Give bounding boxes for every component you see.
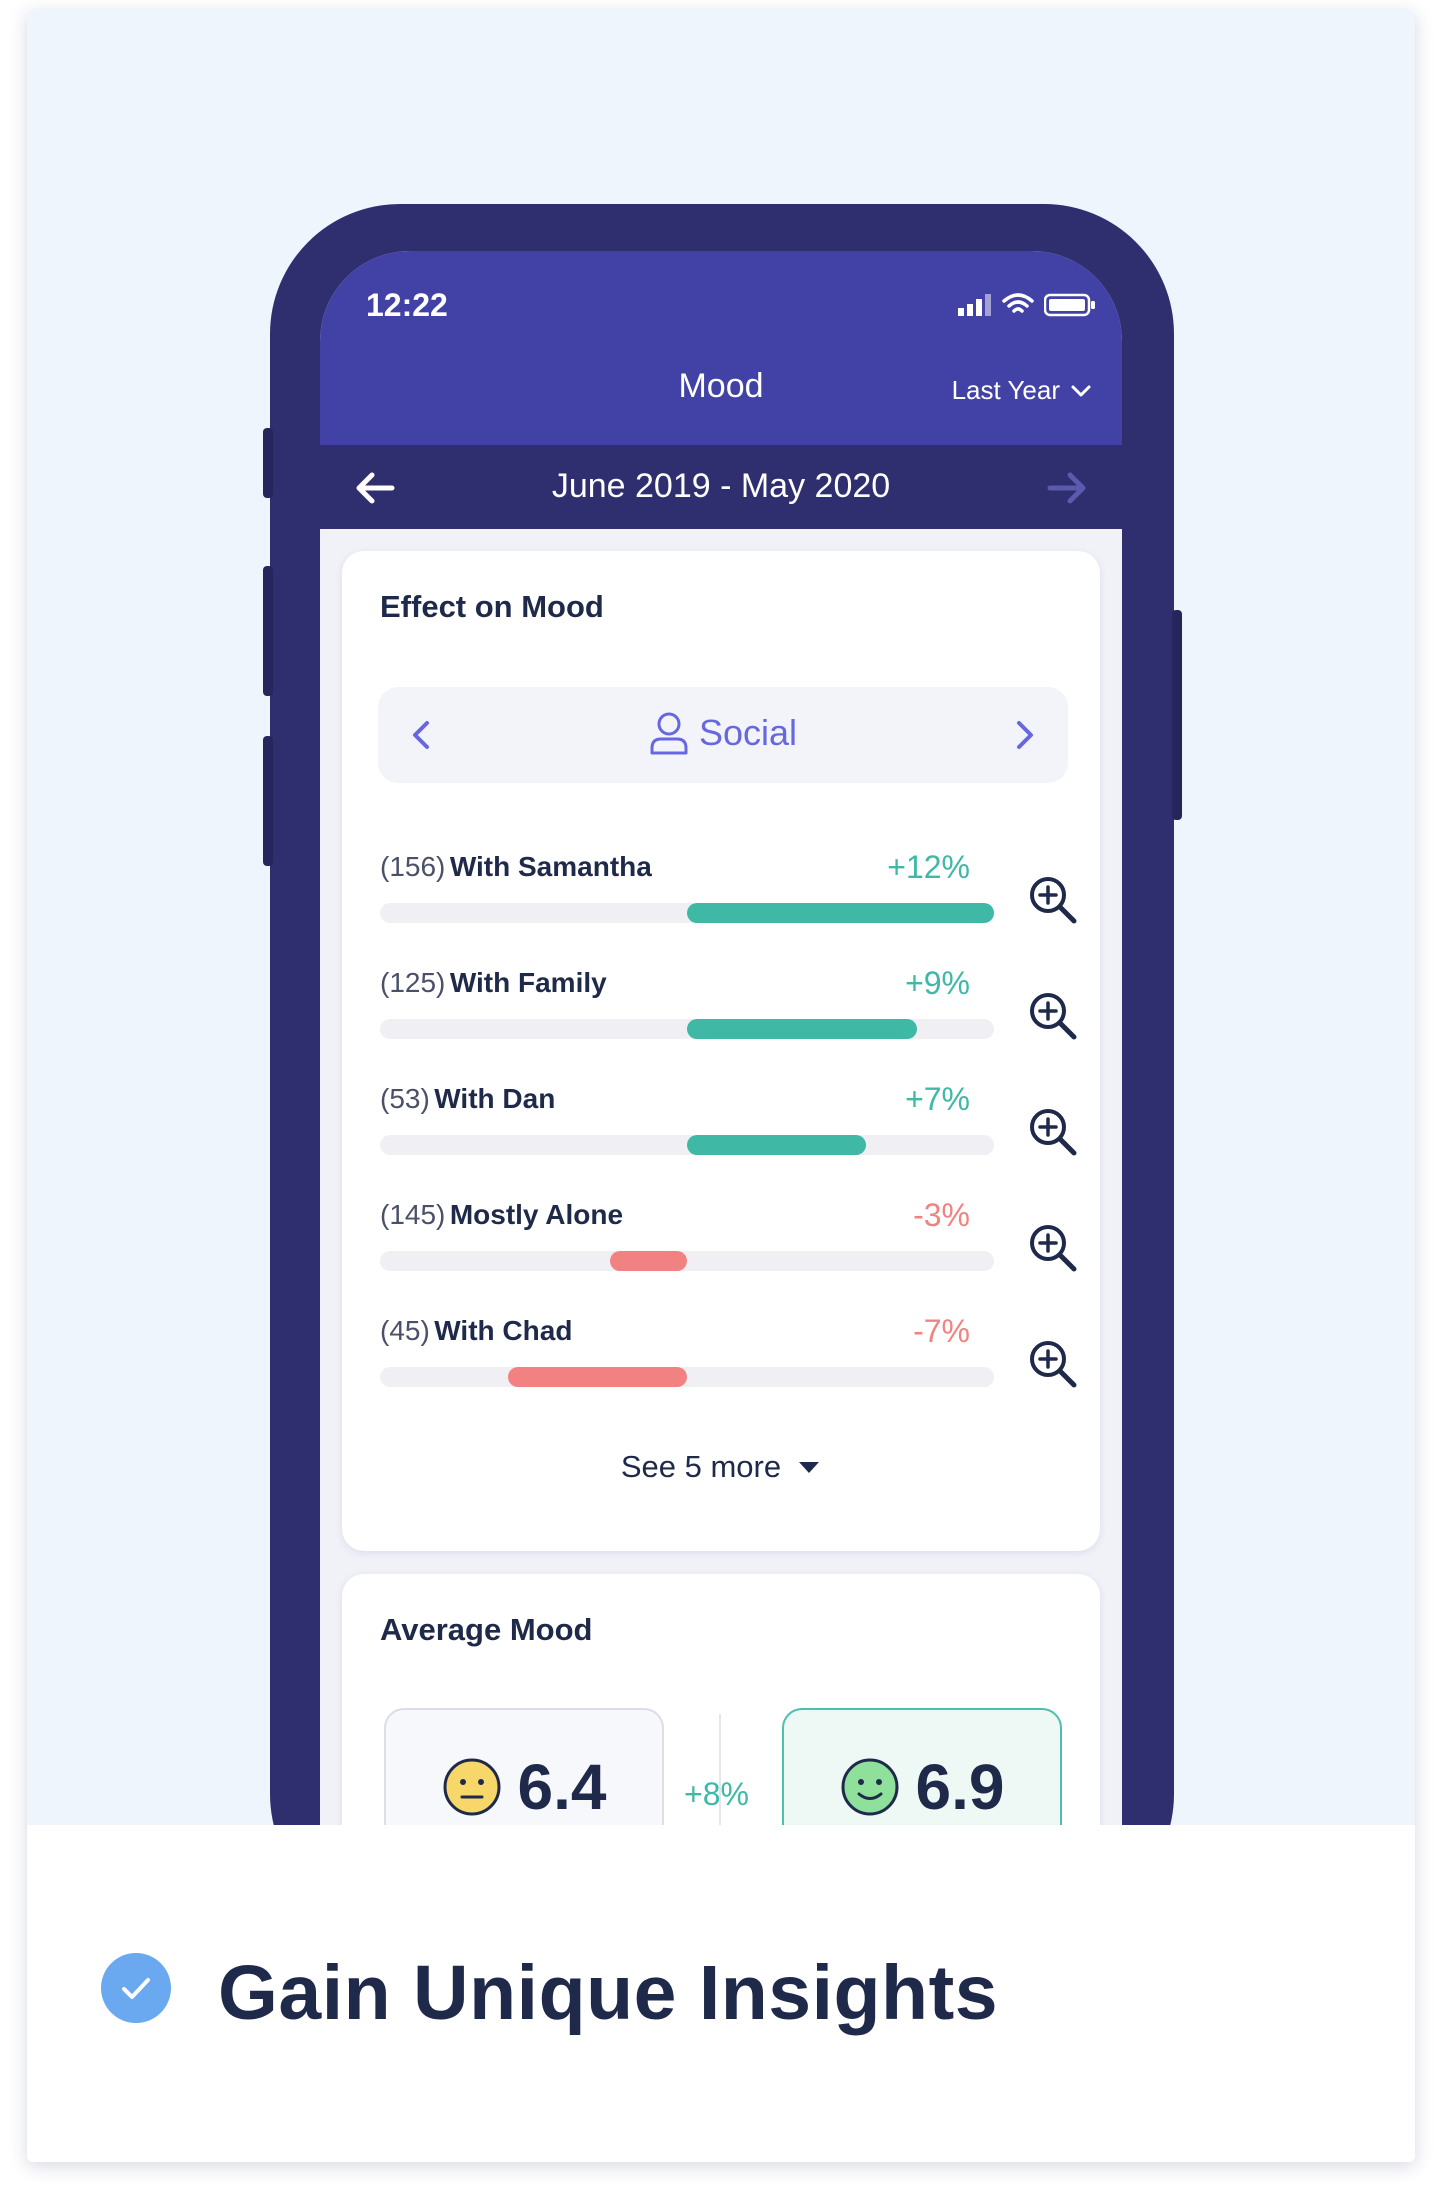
row-percent: -3% [913,1197,970,1233]
wifi-icon [1002,293,1034,313]
row-count: (125) [380,967,446,998]
effect-on-mood-panel: Effect on Mood Social [342,551,1100,1551]
effect-row: (125) With Family +9% [380,965,1080,1057]
effect-row: (53) With Dan +7% [380,1081,1080,1173]
effect-row: (45) With Chad -7% [380,1313,1080,1405]
effect-bar-track [380,1251,994,1271]
effect-row: (145) Mostly Alone -3% [380,1197,1080,1289]
row-count: (145) [380,1199,446,1230]
header-title: Mood [678,367,764,405]
effect-bar-track [380,903,994,923]
row-percent: +9% [905,965,970,1001]
row-count: (156) [380,851,446,882]
effect-bar-track [380,1135,994,1155]
mood-delta: +8% [684,1776,749,1812]
effect-row: (156) With Samantha +12% [380,849,1080,941]
effect-bar-fill [687,1019,918,1039]
effect-bar-fill [610,1251,687,1271]
signal-icon [958,294,991,316]
zoom-in-icon[interactable] [1026,1105,1080,1159]
effect-bar-fill [687,1135,867,1155]
row-percent: +7% [905,1081,970,1117]
effect-bar-track [380,1019,994,1039]
row-count: (53) [380,1083,430,1114]
chevron-down-icon [1071,385,1091,396]
row-text: (53) With Dan [380,1083,555,1115]
date-range-label: June 2019 - May 2020 [551,467,891,505]
chevron-left-icon[interactable] [402,715,442,755]
panel-title: Effect on Mood [380,589,604,624]
see-more-button[interactable]: See 5 more [342,1449,1100,1485]
battery-icon [1044,293,1095,317]
tagline: Gain Unique Insights [218,1950,999,2036]
person-icon [650,712,688,755]
chevron-right-icon[interactable] [1004,715,1044,755]
range-label: Last Year [951,375,1060,405]
row-text: (45) With Chad [380,1315,572,1347]
phone-side-button [1172,610,1182,820]
effect-bar-track [380,1367,994,1387]
row-label: Mostly Alone [449,1199,624,1230]
zoom-in-icon[interactable] [1026,1221,1080,1275]
neutral-face-icon [443,1758,501,1816]
see-more-label: See 5 more [620,1449,782,1484]
row-label: With Chad [434,1315,573,1346]
row-text: (156) With Samantha [380,851,652,883]
category-selector: Social [378,687,1068,783]
row-percent: +12% [887,849,970,885]
mood-after-box: 6.9 [782,1708,1062,1825]
row-percent: -7% [913,1313,970,1349]
mood-before-box: 6.4 [384,1708,664,1825]
mood-before-value: 6.4 [517,1751,607,1823]
app-header: 12:22 [320,251,1122,445]
hero-background: 12:22 [27,10,1415,1825]
phone-side-button [263,736,273,866]
panel-title: Average Mood [380,1612,593,1647]
row-count: (45) [380,1315,430,1346]
average-mood-panel: Average Mood 6.4 +8% [342,1574,1100,1825]
row-text: (145) Mostly Alone [380,1199,623,1231]
category-label: Social [698,712,798,753]
category-label-wrap: Social [378,711,1068,755]
caption-area: Gain Unique Insights [27,1825,1415,2162]
phone-side-button [263,566,273,696]
arrow-left-icon[interactable] [350,463,400,513]
zoom-in-icon[interactable] [1026,873,1080,927]
check-circle-icon [101,1953,171,2023]
status-time: 12:22 [366,287,448,323]
feature-card: 12:22 [27,10,1415,2162]
effect-bar-fill [687,903,994,923]
row-label: With Dan [434,1083,556,1114]
status-icons [958,293,1096,317]
zoom-in-icon[interactable] [1026,989,1080,1043]
smile-face-icon [841,1758,899,1816]
phone-screen: 12:22 [320,251,1122,1825]
row-text: (125) With Family [380,967,607,999]
divider [719,1714,721,1825]
effect-bar-fill [507,1367,687,1387]
row-label: With Family [449,967,607,998]
mood-after-value: 6.9 [915,1751,1005,1823]
phone-side-button [263,428,273,498]
range-dropdown[interactable]: Last Year [952,375,1092,406]
zoom-in-icon[interactable] [1026,1337,1080,1391]
arrow-right-icon[interactable] [1042,463,1092,513]
date-navigation: June 2019 - May 2020 [320,445,1122,529]
row-label: With Samantha [449,851,652,882]
caret-down-icon [799,1462,820,1473]
